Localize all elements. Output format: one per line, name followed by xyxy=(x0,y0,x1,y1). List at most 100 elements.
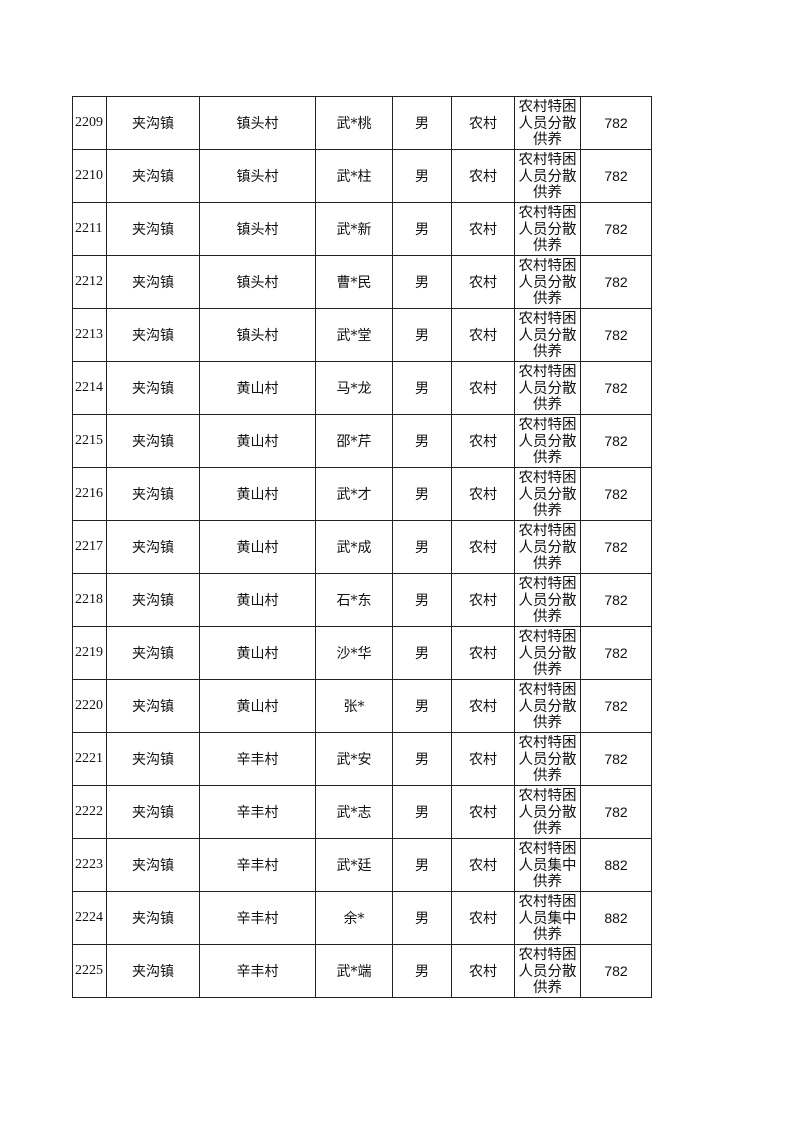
area-cell: 农村 xyxy=(451,732,515,786)
support-type-cell: 农村特困人员分散供养 xyxy=(514,96,581,150)
support-type-text: 农村特困人员分散供养 xyxy=(518,629,577,678)
support-type-text: 农村特困人员集中供养 xyxy=(518,841,577,890)
name-cell: 武*才 xyxy=(315,467,393,521)
relief-table: 2209 夹沟镇 镇头村 武*桃男农村 农村特困人员分散供养 782 2210 夹沟镇 镇头村武… xyxy=(72,96,652,998)
gender-cell: 男 xyxy=(392,202,452,256)
table-row: 2209 夹沟镇 镇头村 武*桃男农村 农村特困人员分散供养 782 xyxy=(72,96,652,150)
row-number: 2215 xyxy=(72,414,107,468)
table-row: 2223 夹沟镇 辛丰村 武*廷男农村 农村特困人员集中供养 882 xyxy=(72,838,652,892)
gender-cell: 男 xyxy=(392,573,452,627)
village-cell: 黄山村 xyxy=(199,414,316,468)
town-cell: 夹沟镇 xyxy=(106,626,200,680)
row-number: 2217 xyxy=(72,520,107,574)
area-cell: 农村 xyxy=(451,573,515,627)
support-type-cell: 农村特困人员分散供养 xyxy=(514,255,581,309)
name-cell: 余* xyxy=(315,891,393,945)
table-row: 2220 夹沟镇 黄山村 张* 男农村 农村特困人员分散供养 782 xyxy=(72,679,652,733)
support-type-text: 农村特困人员分散供养 xyxy=(518,470,577,519)
area-cell: 农村 xyxy=(451,626,515,680)
gender-cell: 男 xyxy=(392,891,452,945)
amount-cell: 782 xyxy=(580,679,652,733)
village-cell: 辛丰村 xyxy=(199,838,316,892)
table-row: 2219 夹沟镇 黄山村 沙*华男农村 农村特困人员分散供养 782 xyxy=(72,626,652,680)
amount-cell: 782 xyxy=(580,96,652,150)
village-cell: 黄山村 xyxy=(199,361,316,415)
row-number: 2213 xyxy=(72,308,107,362)
name-cell: 邵*芹 xyxy=(315,414,393,468)
amount-cell: 782 xyxy=(580,944,652,998)
amount-cell: 782 xyxy=(580,255,652,309)
area-cell: 农村 xyxy=(451,520,515,574)
table-row: 2218 夹沟镇 黄山村 石*东男农村 农村特困人员分散供养 782 xyxy=(72,573,652,627)
name-cell: 武*堂 xyxy=(315,308,393,362)
row-number: 2210 xyxy=(72,149,107,203)
village-cell: 辛丰村 xyxy=(199,891,316,945)
name-cell: 武*成 xyxy=(315,520,393,574)
gender-cell: 男 xyxy=(392,520,452,574)
support-type-cell: 农村特困人员分散供养 xyxy=(514,520,581,574)
row-number: 2224 xyxy=(72,891,107,945)
town-cell: 夹沟镇 xyxy=(106,785,200,839)
area-cell: 农村 xyxy=(451,255,515,309)
village-cell: 辛丰村 xyxy=(199,732,316,786)
amount-cell: 882 xyxy=(580,891,652,945)
amount-cell: 782 xyxy=(580,785,652,839)
support-type-text: 农村特困人员分散供养 xyxy=(518,205,577,254)
support-type-cell: 农村特困人员分散供养 xyxy=(514,732,581,786)
area-cell: 农村 xyxy=(451,838,515,892)
gender-cell: 男 xyxy=(392,467,452,521)
name-cell: 武*廷 xyxy=(315,838,393,892)
amount-cell: 782 xyxy=(580,467,652,521)
gender-cell: 男 xyxy=(392,626,452,680)
row-number: 2223 xyxy=(72,838,107,892)
town-cell: 夹沟镇 xyxy=(106,467,200,521)
village-cell: 黄山村 xyxy=(199,679,316,733)
support-type-cell: 农村特困人员分散供养 xyxy=(514,149,581,203)
name-cell: 沙*华 xyxy=(315,626,393,680)
support-type-cell: 农村特困人员集中供养 xyxy=(514,838,581,892)
name-cell: 武*志 xyxy=(315,785,393,839)
area-cell: 农村 xyxy=(451,785,515,839)
table-row: 2225 夹沟镇 辛丰村 武*端男农村 农村特困人员分散供养 782 xyxy=(72,944,652,998)
table-row: 2214 夹沟镇 黄山村 马*龙男农村 农村特困人员分散供养 782 xyxy=(72,361,652,415)
village-cell: 辛丰村 xyxy=(199,785,316,839)
village-cell: 镇头村 xyxy=(199,96,316,150)
name-cell: 武*桃 xyxy=(315,96,393,150)
area-cell: 农村 xyxy=(451,944,515,998)
row-number: 2209 xyxy=(72,96,107,150)
row-number: 2219 xyxy=(72,626,107,680)
support-type-text: 农村特困人员分散供养 xyxy=(518,258,577,307)
gender-cell: 男 xyxy=(392,679,452,733)
amount-cell: 782 xyxy=(580,520,652,574)
row-number: 2218 xyxy=(72,573,107,627)
village-cell: 镇头村 xyxy=(199,149,316,203)
amount-cell: 782 xyxy=(580,308,652,362)
table-row: 2213 夹沟镇 镇头村 武*堂男农村 农村特困人员分散供养 782 xyxy=(72,308,652,362)
town-cell: 夹沟镇 xyxy=(106,891,200,945)
town-cell: 夹沟镇 xyxy=(106,838,200,892)
support-type-text: 农村特困人员分散供养 xyxy=(518,99,577,148)
town-cell: 夹沟镇 xyxy=(106,679,200,733)
village-cell: 黄山村 xyxy=(199,520,316,574)
village-cell: 黄山村 xyxy=(199,467,316,521)
support-type-cell: 农村特困人员分散供养 xyxy=(514,202,581,256)
table-row: 2221 夹沟镇 辛丰村 武*安男农村 农村特困人员分散供养 782 xyxy=(72,732,652,786)
row-number: 2214 xyxy=(72,361,107,415)
town-cell: 夹沟镇 xyxy=(106,944,200,998)
area-cell: 农村 xyxy=(451,149,515,203)
support-type-cell: 农村特困人员分散供养 xyxy=(514,414,581,468)
town-cell: 夹沟镇 xyxy=(106,202,200,256)
village-cell: 镇头村 xyxy=(199,308,316,362)
town-cell: 夹沟镇 xyxy=(106,520,200,574)
village-cell: 镇头村 xyxy=(199,202,316,256)
table-row: 2216 夹沟镇 黄山村 武*才男农村 农村特困人员分散供养 782 xyxy=(72,467,652,521)
support-type-text: 农村特困人员分散供养 xyxy=(518,788,577,837)
name-cell: 石*东 xyxy=(315,573,393,627)
gender-cell: 男 xyxy=(392,96,452,150)
area-cell: 农村 xyxy=(451,891,515,945)
row-number: 2211 xyxy=(72,202,107,256)
table-row: 2222 夹沟镇 辛丰村 武*志男农村 农村特困人员分散供养 782 xyxy=(72,785,652,839)
support-type-text: 农村特困人员分散供养 xyxy=(518,364,577,413)
table-body: 2209 夹沟镇 镇头村 武*桃男农村 农村特困人员分散供养 782 2210 夹沟镇 镇头村武… xyxy=(72,96,652,998)
area-cell: 农村 xyxy=(451,467,515,521)
